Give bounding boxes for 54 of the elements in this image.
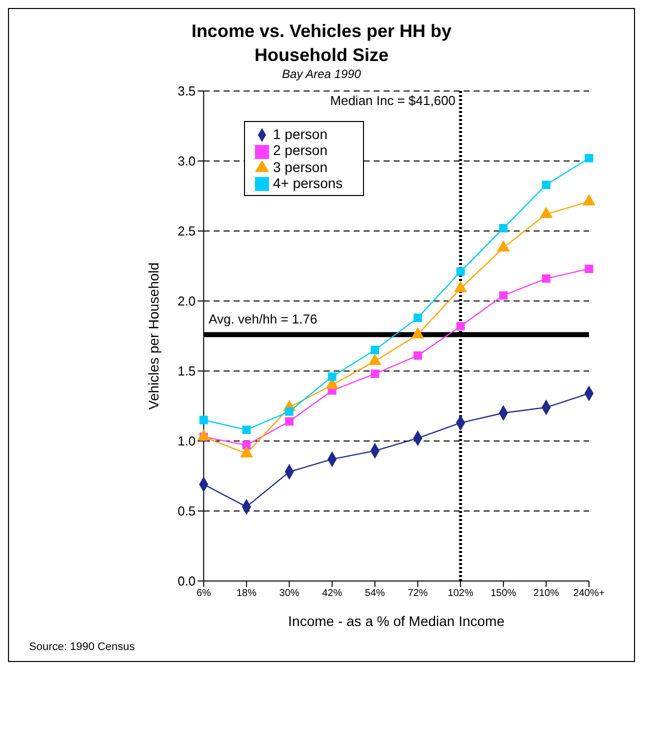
legend-label: 1 person [273, 126, 328, 142]
legend-label: 4+ persons [273, 174, 343, 191]
point [285, 417, 294, 426]
point [542, 274, 550, 283]
y-tick-label: 2.0 [178, 294, 196, 309]
point [542, 180, 550, 190]
x-tick-label: 42% [322, 588, 342, 600]
x-tick-label: 210% [533, 588, 560, 600]
point [456, 322, 465, 330]
point [414, 314, 422, 322]
ref-line-label: Avg. veh/hh = 1.76 [208, 312, 318, 327]
ref-line-label: Median Inc = $41,600 [330, 93, 456, 108]
x-axis-title: Income - as a % of Median Income [288, 613, 505, 629]
point [199, 416, 208, 424]
x-tick-label: 54% [364, 588, 386, 600]
x-tick-label: 102% [448, 588, 474, 600]
point [454, 281, 467, 292]
x-tick-label: 72% [408, 588, 428, 600]
point [370, 346, 380, 354]
chart-subtitle: Bay Area 1990 [281, 67, 362, 81]
x-tick-label: 240%+ [573, 588, 605, 600]
point [584, 264, 594, 274]
y-tick-label: 3.5 [178, 84, 196, 99]
point [370, 370, 380, 378]
point [456, 267, 465, 276]
chart-title: Income vs. Vehicles per HH by Household Size [190, 20, 453, 67]
x-tick-label: 18% [236, 588, 257, 600]
x-tick-label: 150% [490, 588, 516, 600]
point [582, 194, 596, 206]
point [499, 224, 508, 232]
point [368, 354, 382, 365]
point [499, 291, 508, 300]
source-note: Source: 1990 Census [29, 641, 136, 653]
y-tick-label: 0.0 [178, 574, 196, 589]
y-tick-label: 1.0 [178, 434, 196, 449]
point [198, 430, 210, 441]
y-tick-label: 1.5 [178, 364, 196, 379]
y-tick-label: 0.5 [178, 504, 196, 519]
y-tick-label: 3.0 [178, 154, 196, 169]
y-axis-title: Vehicles per Household [146, 262, 162, 410]
y-tick-label: 2.5 [178, 224, 196, 239]
point [584, 154, 594, 162]
x-tick-label: 30% [279, 588, 300, 600]
point [328, 372, 336, 381]
point [240, 446, 253, 458]
legend-label: 2 person [273, 142, 328, 158]
x-tick-label: 6% [196, 588, 212, 600]
legend-label: 3 person [273, 158, 328, 175]
point [242, 426, 251, 434]
point [540, 207, 552, 218]
point [412, 328, 424, 338]
point [285, 407, 294, 416]
point [497, 240, 510, 252]
point [414, 351, 422, 360]
